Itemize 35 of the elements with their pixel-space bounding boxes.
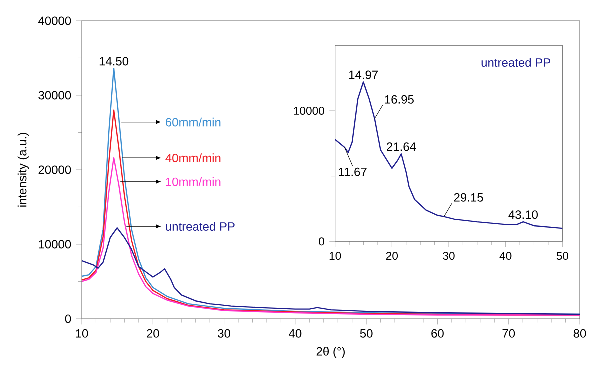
annotation: 14.50 — [100, 57, 129, 66]
text: 60mm/min — [166, 118, 221, 127]
x-tick-label: 20 — [386, 252, 398, 260]
x-tick-label: 50 — [360, 329, 373, 338]
x-tick-label: 30 — [443, 252, 455, 260]
x-tick-label: 80 — [574, 329, 586, 338]
text: 40mm/min — [166, 154, 221, 162]
text: 10mm/min — [166, 178, 221, 186]
y-tick-label: 0 — [65, 314, 72, 324]
x-tick-label: 60 — [432, 329, 444, 338]
y-axis-title: intensity (a.u.) — [18, 133, 30, 207]
x-tick-label: 10 — [76, 329, 88, 338]
x-tick-label: 30 — [218, 329, 230, 338]
text: untreated PP — [166, 222, 235, 232]
x-tick-label: 10 — [330, 252, 342, 260]
x-tick-label: 50 — [556, 252, 569, 260]
x-tick-label: 40 — [289, 329, 302, 338]
text: untreated PP — [482, 58, 550, 68]
annotation: 14.97 — [349, 70, 378, 80]
x-tick-label: 40 — [500, 252, 512, 260]
line-series — [334, 82, 564, 230]
y-tick-label: 40000 — [38, 16, 72, 26]
x-axis-title: 2θ (°) — [316, 347, 345, 358]
annotation: 16.95 — [385, 95, 414, 104]
y-tick-label: 30000 — [38, 91, 72, 100]
x-tick-label: 20 — [147, 329, 160, 338]
y-tick-label: 10000 — [39, 240, 72, 249]
annotation: 43.10 — [508, 210, 538, 220]
x-tick-label: 70 — [502, 329, 516, 338]
annotation: 21.64 — [387, 142, 416, 152]
annotation: 11.67 — [339, 168, 367, 176]
y-tick-label: 10000 — [294, 106, 324, 115]
y-tick-label: 0 — [319, 238, 324, 246]
y-tick-label: 20000 — [38, 166, 72, 174]
annotation: 29.15 — [454, 193, 484, 202]
